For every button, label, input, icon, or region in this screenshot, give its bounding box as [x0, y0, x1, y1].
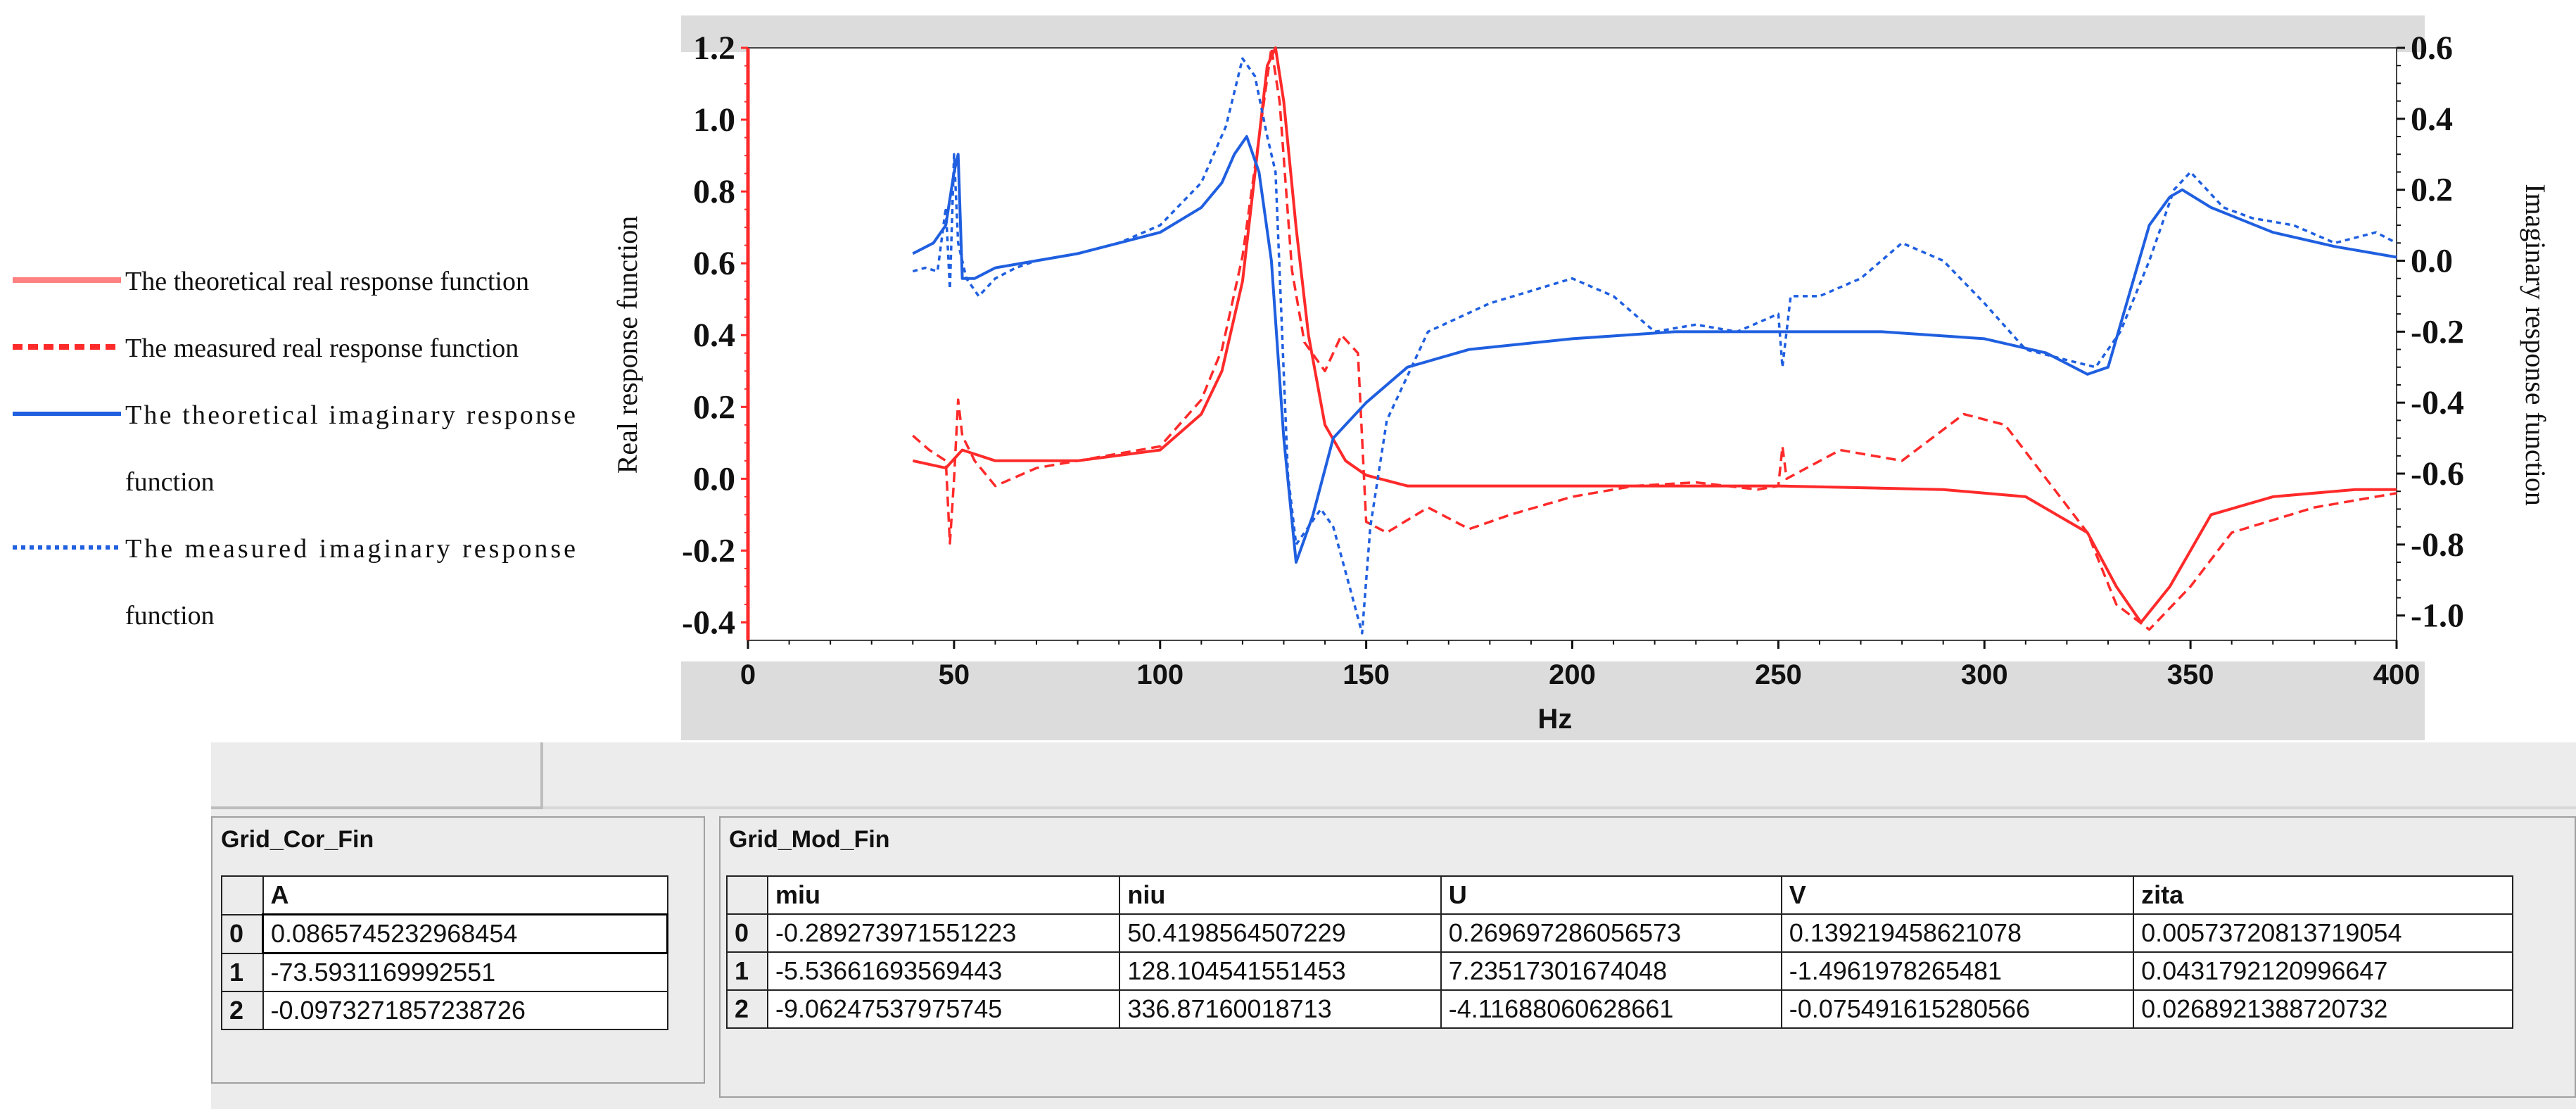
grid-cell[interactable]: 0.00573720813719054 — [2133, 913, 2513, 953]
grid-cell[interactable]: 0.0268921388720732 — [2133, 989, 2513, 1029]
legend-label-theoretical-imag-cont: function — [125, 467, 215, 497]
y-left-tick-label: -0.4 — [682, 604, 735, 641]
y-right-tick-label: 0.0 — [2411, 243, 2453, 280]
grid-cell[interactable]: -1.4961978265481 — [1780, 951, 2135, 991]
row-index: 2 — [726, 989, 768, 1029]
grid-cell[interactable]: 128.104541551453 — [1119, 951, 1442, 991]
splitter-vertical[interactable] — [540, 742, 543, 809]
grid-cell[interactable]: -0.289273971551223 — [766, 913, 1121, 953]
y-right-tick-label: -0.8 — [2411, 526, 2464, 564]
x-tick-label: 100 — [1136, 659, 1184, 690]
chart-bottom-band — [681, 661, 2425, 740]
table-row[interactable]: 1 -73.5931169992551 — [221, 952, 668, 992]
response-chart: 1.21.00.80.60.40.20.0-0.2-0.4 0.60.40.20… — [13, 15, 2551, 740]
grid-mod-col-zita[interactable]: zita — [2133, 875, 2513, 915]
grid-cell[interactable]: 0.0431792120996647 — [2133, 951, 2513, 991]
x-tick-label: 400 — [2373, 659, 2420, 690]
y-left-tick-label: 0.0 — [693, 460, 735, 498]
legend-label-measured-imag-cont: function — [125, 601, 215, 630]
table-row[interactable]: 1 -5.53661693569443 128.104541551453 7.2… — [726, 951, 2513, 991]
grid-cell[interactable]: 7.23517301674048 — [1440, 951, 1782, 991]
row-index: 1 — [726, 951, 768, 991]
x-tick-label: 200 — [1549, 659, 1596, 690]
x-tick-label: 150 — [1343, 659, 1390, 690]
grid-cell[interactable]: 0.0865745232968454 — [262, 913, 668, 954]
row-index: 1 — [221, 952, 264, 992]
y-left-tick-label: 0.2 — [693, 388, 735, 426]
row-index: 2 — [221, 991, 264, 1030]
splitter-horizontal-right — [543, 806, 2576, 809]
x-tick-label: 350 — [2167, 659, 2214, 690]
chart-top-band — [681, 15, 2425, 52]
series-measured-real — [912, 46, 2397, 631]
grid-cell[interactable]: -4.11688060628661 — [1440, 989, 1782, 1029]
series-theoretical-real — [912, 46, 2397, 624]
right-ticks: 0.6 0.4 0.2 0.0 -0.2 -0.4 -0.6 -0.8 -1.0 — [2397, 30, 2464, 635]
table-row[interactable]: 2 -9.06247537975745 336.87160018713 -4.1… — [726, 989, 2513, 1029]
grid-mod-col-u[interactable]: U — [1440, 875, 1782, 915]
y-left-tick-label: -0.2 — [682, 532, 735, 569]
y-right-tick-label: -1.0 — [2411, 597, 2464, 635]
y-left-tick-label: 0.4 — [693, 317, 735, 354]
grid-mod-title: Grid_Mod_Fin — [729, 826, 890, 853]
grid-cell[interactable]: -5.53661693569443 — [766, 951, 1121, 991]
y-right-title: Imaginary response function — [2520, 184, 2551, 506]
y-left-tick-label: 1.0 — [693, 101, 735, 139]
y-right-tick-label: 0.6 — [2411, 30, 2453, 67]
grid-cor-panel: Grid_Cor_Fin A 0 0.0865745232968454 1 -7… — [211, 816, 705, 1084]
row-index: 0 — [726, 913, 768, 953]
x-tick-label: 0 — [740, 659, 756, 690]
grid-cor-table[interactable]: A 0 0.0865745232968454 1 -73.59311699925… — [221, 875, 668, 1030]
grid-mod-corner — [726, 875, 768, 915]
grid-cell[interactable]: -0.075491615280566 — [1780, 989, 2135, 1029]
table-row[interactable]: 0 -0.289273971551223 50.4198564507229 0.… — [726, 913, 2513, 953]
grid-mod-col-niu[interactable]: niu — [1119, 875, 1442, 915]
y-right-tick-label: -0.6 — [2411, 455, 2464, 493]
left-ticks: 1.2 1.0 0.8 0.6 0.4 0.2 0.0 -0.2 -0.4 — [682, 30, 748, 641]
y-left-tick-label: 1.2 — [693, 30, 735, 67]
table-row[interactable]: 2 -0.0973271857238726 — [221, 991, 668, 1030]
legend: The theoretical real response function T… — [13, 267, 576, 630]
series-group — [912, 46, 2397, 635]
legend-label-measured-real: The measured real response function — [125, 334, 519, 363]
grid-cell[interactable]: -73.5931169992551 — [262, 952, 668, 992]
grid-cor-title: Grid_Cor_Fin — [221, 826, 374, 853]
series-theoretical-imag — [912, 135, 2397, 564]
x-ticks: 0 50 100 150 200 250 300 350 400 — [740, 640, 2420, 690]
grid-cell[interactable]: 336.87160018713 — [1119, 989, 1442, 1029]
grid-cell[interactable]: 0.269697286056573 — [1440, 913, 1782, 953]
series-measured-imag — [912, 57, 2397, 635]
y-left-tick-label: 0.8 — [693, 173, 735, 210]
grid-cor-col-a[interactable]: A — [262, 875, 668, 915]
legend-label-theoretical-real: The theoretical real response function — [125, 267, 529, 296]
y-right-tick-label: -0.2 — [2411, 313, 2464, 350]
y-right-tick-label: 0.2 — [2411, 172, 2453, 209]
x-axis-title: Hz — [1538, 704, 1573, 735]
x-tick-label: 250 — [1755, 659, 1802, 690]
table-row[interactable]: 0 0.0865745232968454 — [221, 913, 668, 954]
grid-cell[interactable]: -0.0973271857238726 — [262, 991, 668, 1030]
grid-cell[interactable]: -9.06247537975745 — [766, 989, 1121, 1029]
y-left-title: Real response function — [611, 216, 643, 474]
grid-mod-panel: Grid_Mod_Fin miu niu U V zita 0 -0.28927… — [719, 816, 2576, 1098]
grid-cor-corner — [221, 875, 264, 915]
grid-mod-table[interactable]: miu niu U V zita 0 -0.289273971551223 50… — [726, 875, 2513, 1029]
splitter-horizontal-left — [211, 806, 543, 809]
x-tick-label: 300 — [1961, 659, 2008, 690]
grid-mod-col-miu[interactable]: miu — [766, 875, 1121, 915]
legend-label-theoretical-imag: The theoretical imaginary response — [125, 400, 576, 430]
row-index: 0 — [221, 913, 264, 954]
y-right-tick-label: 0.4 — [2411, 101, 2453, 138]
x-tick-label: 50 — [939, 659, 970, 690]
grid-cell[interactable]: 50.4198564507229 — [1119, 913, 1442, 953]
y-right-tick-label: -0.4 — [2411, 384, 2464, 422]
y-left-tick-label: 0.6 — [693, 245, 735, 282]
grid-cell[interactable]: 0.139219458621078 — [1780, 913, 2135, 953]
plot-area — [747, 47, 2397, 641]
legend-label-measured-imag: The measured imaginary response — [125, 534, 576, 564]
grid-mod-col-v[interactable]: V — [1780, 875, 2135, 915]
